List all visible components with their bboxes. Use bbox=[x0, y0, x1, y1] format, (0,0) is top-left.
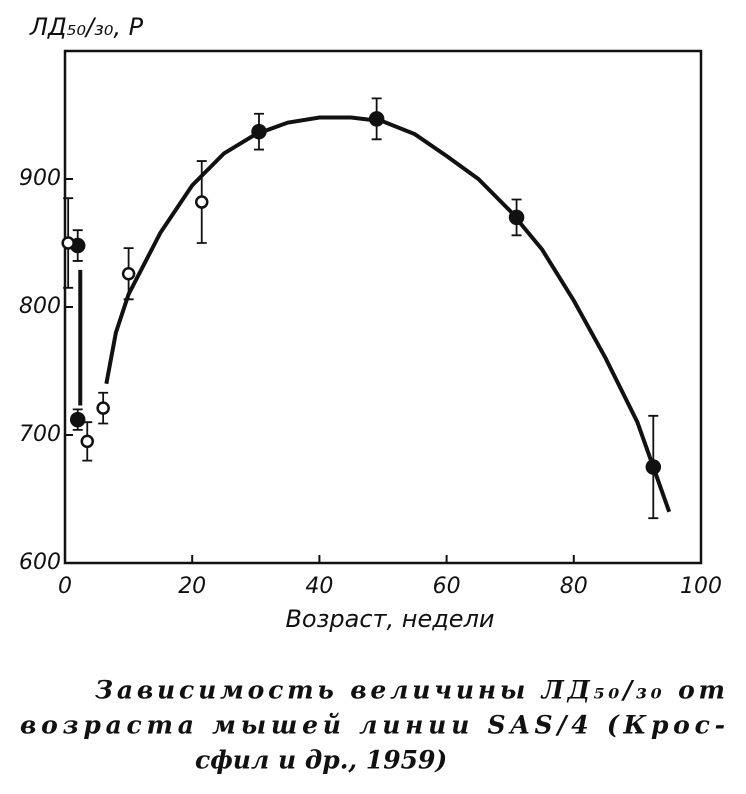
data-point bbox=[194, 195, 209, 209]
y-tick-label: 700 bbox=[19, 422, 61, 447]
data-point bbox=[80, 434, 95, 449]
data-point bbox=[368, 111, 385, 127]
x-tick-label: 60 bbox=[433, 574, 461, 599]
caption-line: сфил и др., 1959) bbox=[195, 746, 447, 775]
data-point bbox=[96, 401, 110, 415]
plot-frame bbox=[63, 49, 703, 565]
x-tick-label: 20 bbox=[178, 574, 206, 599]
data-point bbox=[645, 459, 662, 475]
data-point bbox=[69, 411, 86, 428]
data-point bbox=[121, 266, 136, 281]
caption-line: Зависимость величины ЛД₅₀/₃₀ от bbox=[95, 676, 725, 705]
y-tick-label: 800 bbox=[19, 294, 61, 319]
fit-curve bbox=[78, 115, 672, 513]
data-point bbox=[61, 236, 75, 250]
x-tick-label: 40 bbox=[305, 574, 333, 599]
caption-line: возраста мышей линии SAS/4 (Крос- bbox=[20, 711, 725, 740]
x-tick-label: 100 bbox=[680, 574, 722, 599]
x-tick-label: 80 bbox=[560, 574, 588, 599]
data-point bbox=[508, 209, 525, 226]
x-axis-label: Возраст, недели bbox=[285, 605, 494, 633]
data-point bbox=[251, 123, 267, 140]
y-tick-label: 900 bbox=[19, 166, 61, 191]
x-tick-label: 0 bbox=[58, 574, 72, 599]
y-tick-label: 600 bbox=[19, 550, 61, 575]
y-axis-label: ЛД₅₀/₃₀, Р bbox=[29, 13, 144, 41]
